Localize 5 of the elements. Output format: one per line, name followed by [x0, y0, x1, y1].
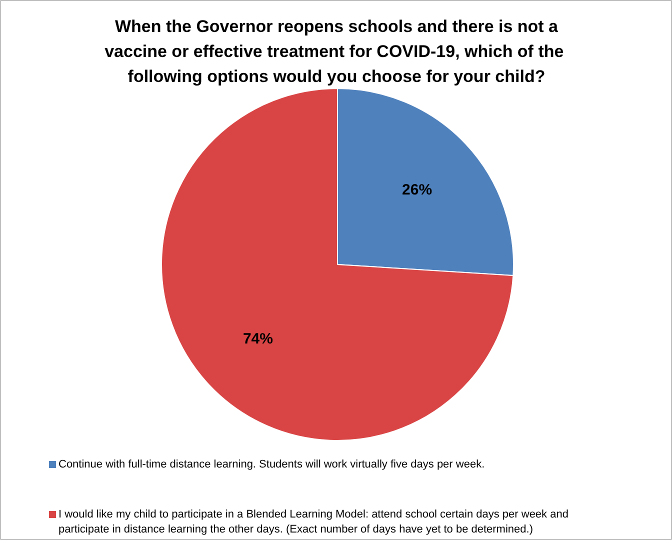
data-label: 26%	[402, 181, 432, 198]
data-label: 74%	[242, 330, 273, 348]
chart-title: When the Governor reopens schools and there is not a vaccine or effective treatment for COVID-19, which of the following options would you choose for your child?	[104, 17, 564, 86]
legend-label: Continue with full-time distance learning. Students will work virtually five days per week.	[58, 458, 485, 470]
legend-label: I would like my child to participate in a Blended Learning Model: attend school certain days per week and participate in distance learning the other days. (Exact number of days have yet to be determined.)	[58, 508, 568, 536]
